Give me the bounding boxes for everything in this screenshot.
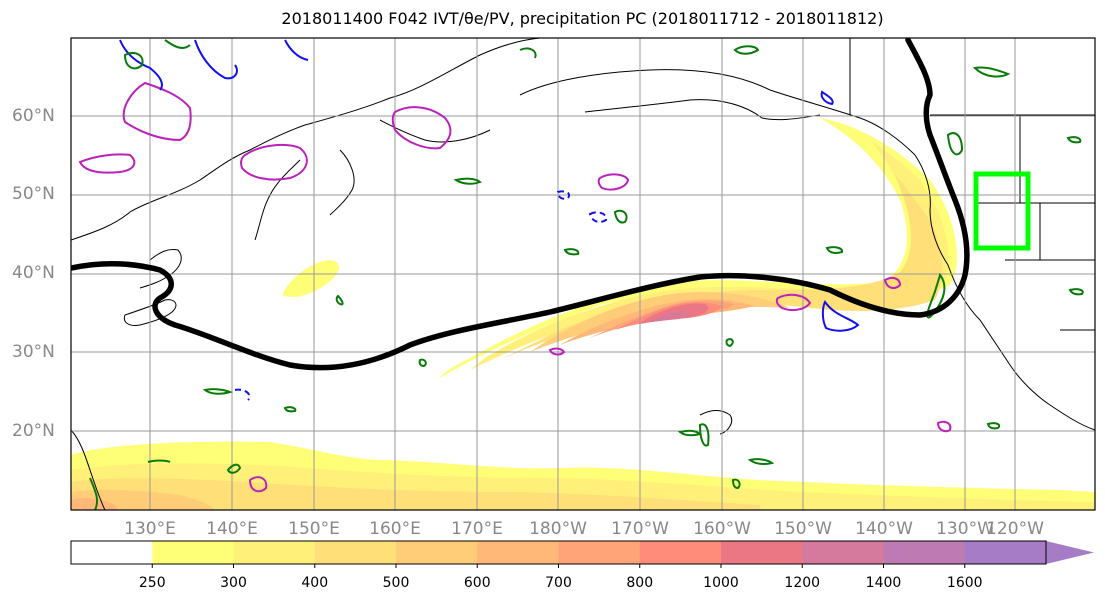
- colorbar-cell: [477, 541, 559, 564]
- ivt-blob: [282, 260, 340, 297]
- lon-label-160e: 160°E: [369, 519, 421, 539]
- graticule: [71, 38, 1095, 510]
- colorbar-tick-label: 1200: [784, 575, 821, 591]
- lat-label-50n: 50°N: [12, 184, 55, 204]
- region-box: [973, 171, 1031, 251]
- colorbar-tick-label: 1600: [946, 575, 983, 591]
- colorbar-cell: [883, 541, 966, 564]
- ivt-atmospheric-river: [440, 118, 958, 378]
- colorbar-tick-label: 500: [382, 575, 410, 591]
- lat-label-30n: 30°N: [12, 342, 55, 362]
- map-frame: [70, 37, 1096, 511]
- blue-contours: [119, 39, 860, 401]
- colorbar-cell: [802, 541, 884, 564]
- coastlines: [71, 38, 1095, 510]
- theta-contours: [89, 39, 1084, 510]
- lon-label-140w: 140°W: [855, 519, 913, 539]
- lon-label-170w: 170°W: [611, 519, 669, 539]
- colorbar-cell: [396, 541, 478, 564]
- colorbar: [70, 540, 1094, 568]
- lat-label-20n: 20°N: [12, 421, 55, 441]
- colorbar-tick-label: 400: [301, 575, 329, 591]
- colorbar-cell: [721, 541, 803, 564]
- map-plot: [70, 37, 1096, 511]
- colorbar-cell: [964, 541, 1047, 564]
- lon-label-180w: 180°W: [529, 519, 587, 539]
- colorbar-tick-label: 300: [220, 575, 247, 591]
- borders: [849, 38, 1095, 331]
- ivt-tropical-band: [71, 441, 1095, 510]
- colorbar-cell: [71, 541, 153, 564]
- lon-label-150e: 150°E: [288, 519, 340, 539]
- lon-label-130e: 130°E: [124, 519, 176, 539]
- colorbar-tick-label: 1400: [865, 575, 902, 591]
- lon-label-170e: 170°E: [451, 519, 503, 539]
- colorbar-tick-label: 1000: [703, 575, 739, 591]
- colorbar-tick-label: 800: [626, 575, 654, 591]
- colorbar-cell: [639, 541, 722, 564]
- colorbar-cell: [233, 541, 316, 564]
- lon-label-130w: 130°W: [936, 519, 994, 539]
- pv-contours: [78, 81, 952, 493]
- lat-label-60n: 60°N: [12, 106, 55, 126]
- colorbar-extend-arrow: [1046, 541, 1094, 564]
- colorbar-cell: [152, 541, 234, 564]
- jet-line: [71, 38, 970, 371]
- lon-label-160w: 160°W: [693, 519, 751, 539]
- colorbar-tick-label: 600: [463, 575, 491, 591]
- colorbar-tick-label: 700: [545, 575, 572, 591]
- map-title: 2018011400 F042 IVT/θe/PV, precipitation…: [281, 9, 884, 28]
- lon-label-140e: 140°E: [206, 519, 258, 539]
- lon-label-150w: 150°W: [774, 519, 832, 539]
- colorbar-cell: [314, 541, 397, 564]
- lat-label-40n: 40°N: [12, 263, 55, 283]
- colorbar-tick-label: 250: [138, 575, 166, 591]
- lon-label-120w: 120°W: [986, 519, 1044, 539]
- colorbar-cell: [558, 541, 641, 564]
